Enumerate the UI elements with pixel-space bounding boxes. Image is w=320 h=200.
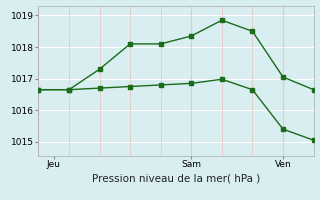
X-axis label: Pression niveau de la mer( hPa ): Pression niveau de la mer( hPa ) [92,173,260,183]
